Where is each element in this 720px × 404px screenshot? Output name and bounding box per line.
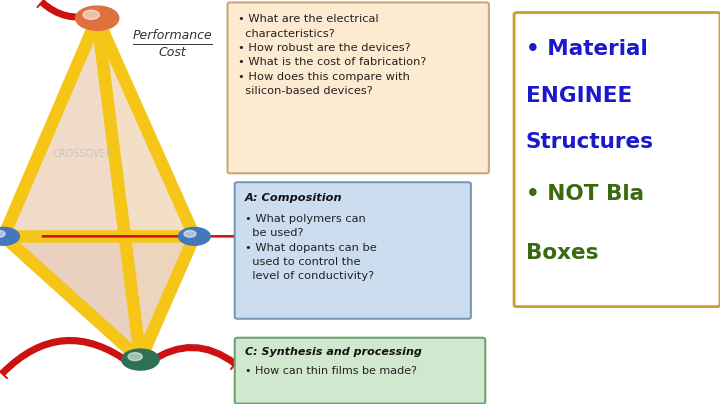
Text: Performance: Performance <box>133 29 212 42</box>
Text: • How can thin films be made?: • How can thin films be made? <box>245 366 417 376</box>
Text: • NOT Bla: • NOT Bla <box>526 185 644 204</box>
Text: • What are the electrical
  characteristics?
• How robust are the devices?
• Wha: • What are the electrical characteristic… <box>238 14 426 96</box>
Polygon shape <box>4 18 140 360</box>
Text: A: Composition: A: Composition <box>245 193 343 203</box>
FancyBboxPatch shape <box>514 13 720 307</box>
Text: Cost: Cost <box>159 46 186 59</box>
Text: C: Synthesis and processing: C: Synthesis and processing <box>245 347 422 357</box>
Circle shape <box>0 227 19 245</box>
Circle shape <box>76 6 119 30</box>
Circle shape <box>0 230 5 237</box>
Circle shape <box>83 10 99 19</box>
Polygon shape <box>97 18 194 360</box>
FancyBboxPatch shape <box>235 182 471 319</box>
Circle shape <box>128 353 143 361</box>
Circle shape <box>122 349 159 370</box>
Text: Structures: Structures <box>526 132 654 152</box>
Text: • Material: • Material <box>526 39 647 59</box>
Circle shape <box>179 227 210 245</box>
Text: Boxes: Boxes <box>526 243 598 263</box>
FancyBboxPatch shape <box>235 338 485 404</box>
Text: CROSSOVER: CROSSOVER <box>53 149 113 158</box>
Text: • What polymers can
  be used?
• What dopants can be
  used to control the
  lev: • What polymers can be used? • What dopa… <box>245 214 377 281</box>
Polygon shape <box>4 236 194 360</box>
Text: ENGINEE: ENGINEE <box>526 86 632 105</box>
Circle shape <box>184 230 196 237</box>
FancyBboxPatch shape <box>228 2 489 173</box>
Polygon shape <box>4 18 194 236</box>
